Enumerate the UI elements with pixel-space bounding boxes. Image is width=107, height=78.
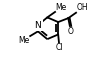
Text: O: O (67, 27, 73, 36)
Text: N: N (35, 21, 41, 30)
Text: Me: Me (19, 36, 30, 45)
Text: OH: OH (76, 3, 88, 12)
Text: Cl: Cl (55, 43, 63, 52)
Text: Me: Me (55, 3, 67, 12)
